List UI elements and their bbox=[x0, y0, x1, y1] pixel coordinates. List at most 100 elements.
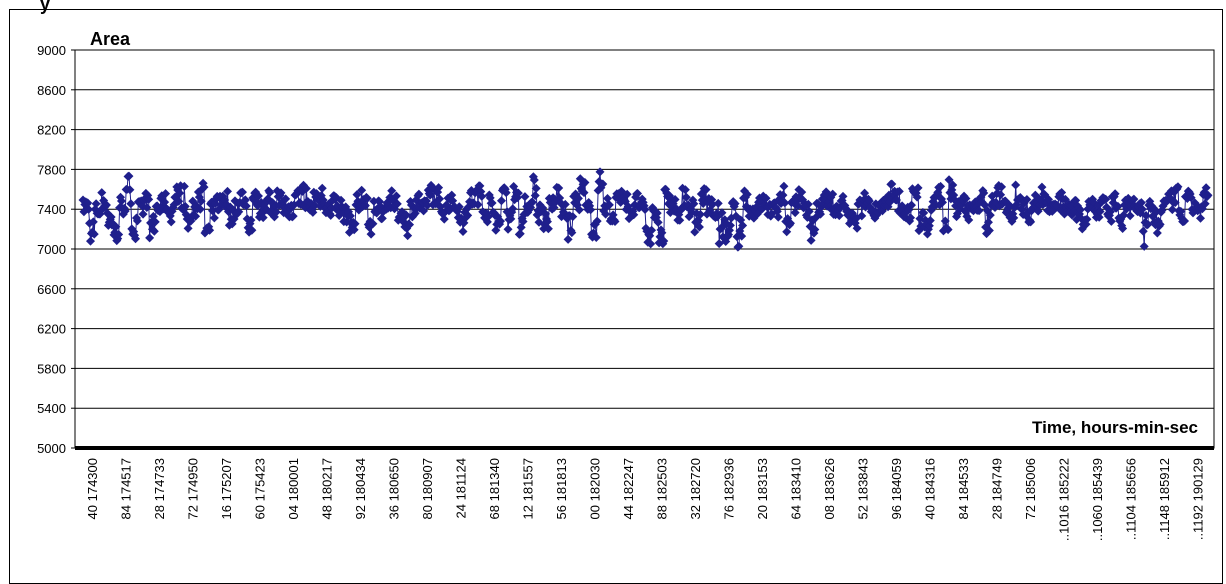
y-tick-label-6200: 6200 bbox=[37, 322, 66, 337]
data-point bbox=[463, 210, 473, 220]
data-point bbox=[913, 183, 923, 193]
series-area bbox=[78, 167, 1213, 252]
data-point bbox=[806, 235, 816, 245]
data-point bbox=[419, 206, 429, 216]
x-tick-label-10: 80 180907 bbox=[420, 458, 435, 519]
data-point bbox=[150, 217, 160, 227]
x-tick-label-31: ..1104 185656 bbox=[1123, 458, 1138, 540]
data-point bbox=[1026, 217, 1036, 227]
x-tick-label-27: 28 184749 bbox=[989, 458, 1004, 519]
data-point bbox=[196, 196, 206, 206]
data-point bbox=[145, 233, 155, 243]
data-point bbox=[780, 198, 790, 208]
data-point bbox=[742, 189, 752, 199]
data-point bbox=[647, 225, 657, 235]
data-point bbox=[1152, 228, 1162, 238]
x-tick-label-7: 48 180217 bbox=[319, 458, 334, 519]
data-point bbox=[894, 186, 904, 196]
data-point bbox=[183, 223, 193, 233]
x-tick-label-16: 44 182247 bbox=[621, 458, 636, 519]
data-point bbox=[97, 188, 107, 198]
data-point bbox=[598, 179, 608, 189]
data-point bbox=[1200, 199, 1210, 209]
data-point bbox=[778, 190, 788, 200]
data-point bbox=[772, 206, 782, 216]
x-tick-label-22: 08 183626 bbox=[822, 458, 837, 519]
x-tick-label-20: 20 183153 bbox=[755, 458, 770, 519]
data-point bbox=[454, 202, 464, 212]
data-point bbox=[675, 215, 685, 225]
data-point bbox=[366, 229, 376, 239]
data-point bbox=[138, 209, 148, 219]
data-point bbox=[1155, 219, 1165, 229]
data-point bbox=[496, 196, 506, 206]
data-point bbox=[174, 196, 184, 206]
data-point bbox=[360, 201, 370, 211]
x-tick-label-21: 64 183410 bbox=[788, 458, 803, 519]
data-point bbox=[1037, 182, 1047, 192]
cropped-header-text: y bbox=[40, 0, 51, 14]
data-point bbox=[974, 206, 984, 216]
data-point bbox=[574, 205, 584, 215]
x-tick-label-23: 52 183843 bbox=[855, 458, 870, 519]
data-point bbox=[439, 214, 449, 224]
data-point bbox=[725, 220, 735, 230]
data-point bbox=[983, 217, 993, 227]
data-point bbox=[779, 181, 789, 191]
data-point bbox=[120, 206, 130, 216]
data-point bbox=[838, 191, 848, 201]
data-point bbox=[943, 225, 953, 235]
data-point bbox=[601, 209, 611, 219]
y-tick-label-5800: 5800 bbox=[37, 361, 66, 376]
x-tick-label-9: 36 180650 bbox=[386, 458, 401, 519]
data-point bbox=[352, 190, 362, 200]
data-point bbox=[161, 189, 171, 199]
data-point bbox=[1110, 189, 1120, 199]
x-tick-label-3: 72 174950 bbox=[185, 458, 200, 519]
x-axis-title: Time, hours-min-sec bbox=[1032, 418, 1198, 437]
data-point bbox=[473, 200, 483, 210]
data-point bbox=[782, 227, 792, 237]
data-point bbox=[680, 185, 690, 195]
x-tick-label-29: ..1016 185222 bbox=[1056, 458, 1071, 541]
data-point bbox=[1195, 213, 1205, 223]
chart-title: Area bbox=[90, 29, 131, 49]
data-point bbox=[701, 185, 711, 195]
data-point bbox=[689, 199, 699, 209]
data-point bbox=[126, 199, 136, 209]
data-point bbox=[114, 229, 124, 239]
data-point bbox=[1137, 204, 1147, 214]
data-point bbox=[803, 199, 813, 209]
data-point bbox=[610, 217, 620, 227]
data-point bbox=[1095, 206, 1105, 216]
x-tick-label-15: 00 182030 bbox=[587, 458, 602, 519]
data-point bbox=[83, 198, 93, 208]
data-point bbox=[349, 225, 359, 235]
data-point bbox=[738, 221, 748, 231]
data-point bbox=[175, 188, 185, 198]
data-point bbox=[1118, 224, 1128, 234]
data-point bbox=[797, 187, 807, 197]
data-point bbox=[567, 228, 577, 238]
data-point bbox=[996, 190, 1006, 200]
data-point bbox=[160, 197, 170, 207]
data-point bbox=[281, 194, 291, 204]
data-point bbox=[435, 194, 445, 204]
data-point bbox=[241, 201, 251, 211]
y-tick-label-5000: 5000 bbox=[37, 441, 66, 456]
data-point bbox=[860, 188, 870, 198]
data-point bbox=[1138, 226, 1148, 236]
data-point bbox=[301, 184, 311, 194]
data-point bbox=[513, 188, 523, 198]
data-point bbox=[1201, 183, 1211, 193]
data-point bbox=[377, 213, 387, 223]
data-point bbox=[414, 189, 424, 199]
data-point bbox=[84, 204, 94, 214]
data-point bbox=[434, 183, 444, 193]
y-tick-label-7400: 7400 bbox=[37, 202, 66, 217]
data-point bbox=[240, 195, 250, 205]
data-point bbox=[209, 213, 219, 223]
data-point bbox=[131, 234, 141, 244]
data-point bbox=[887, 179, 897, 189]
data-point bbox=[828, 189, 838, 199]
